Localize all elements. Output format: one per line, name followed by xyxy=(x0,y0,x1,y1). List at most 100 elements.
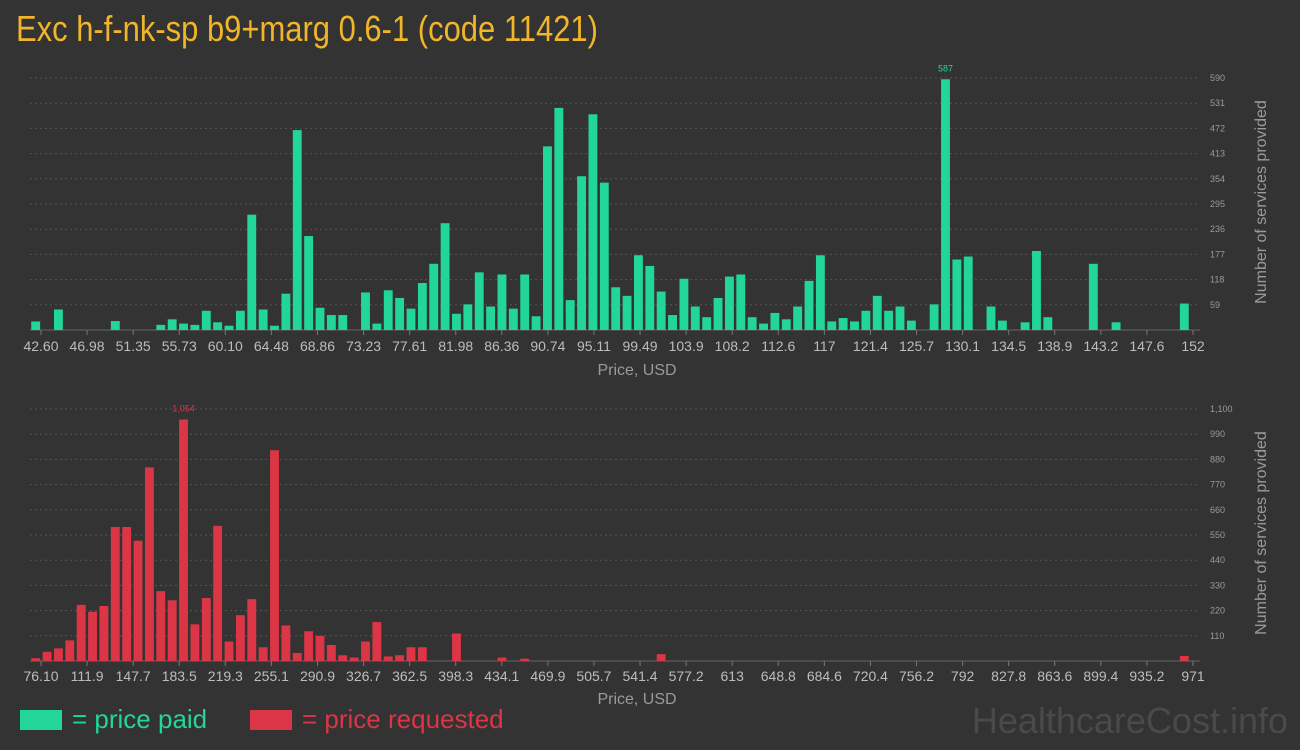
bar xyxy=(190,324,200,330)
x-tick-label: 648.8 xyxy=(761,668,796,684)
y-axis-label: Number of services provided xyxy=(1253,431,1270,635)
x-tick-label: 73.23 xyxy=(346,338,381,354)
y-tick-label: 110 xyxy=(1210,631,1224,641)
bar xyxy=(702,317,712,330)
bar xyxy=(349,657,359,661)
bar xyxy=(406,647,416,661)
y-tick-label: 880 xyxy=(1210,454,1225,464)
y-tick-label: 59 xyxy=(1210,300,1220,310)
bar xyxy=(520,658,530,661)
bar xyxy=(508,308,518,330)
bar xyxy=(88,611,97,661)
x-axis-label: Price, USD xyxy=(597,362,676,379)
bar xyxy=(1020,322,1030,330)
bar xyxy=(338,315,348,330)
bar xyxy=(941,79,950,330)
bar xyxy=(235,310,245,330)
x-tick-label: 577.2 xyxy=(669,668,704,684)
legend-label-requested: = price requested xyxy=(302,704,504,734)
watermark: HealthcareCost.info xyxy=(971,700,1288,741)
bar xyxy=(281,293,291,330)
bar xyxy=(793,306,803,330)
x-tick-label: 112.6 xyxy=(761,338,795,354)
chart-price-requested: 110 220 330 440 550 660 770 880 990 1,100 1,054 76.… xyxy=(23,404,1270,708)
x-tick-label: 971 xyxy=(1181,668,1205,684)
bar xyxy=(53,309,63,330)
bar xyxy=(122,526,132,661)
bar xyxy=(133,540,143,661)
x-tick-label: 756.2 xyxy=(899,668,934,684)
legend-label-paid: = price paid xyxy=(72,704,208,734)
bar xyxy=(31,658,41,661)
bar xyxy=(292,652,302,661)
x-tick-label: 684.6 xyxy=(807,668,842,684)
bar xyxy=(247,214,257,330)
x-tick-label: 792 xyxy=(951,668,975,684)
x-tick-label: 51.35 xyxy=(116,338,151,354)
x-tick-label: 60.10 xyxy=(208,338,243,354)
bar xyxy=(440,223,450,330)
x-tick-label: 76.10 xyxy=(23,668,58,684)
bar xyxy=(395,655,405,661)
bar xyxy=(452,313,461,330)
bar xyxy=(201,310,211,330)
y-tick-label: 220 xyxy=(1210,606,1225,616)
x-axis-label: Price, USD xyxy=(597,691,676,708)
bar xyxy=(486,306,496,330)
x-tick-label: 42.60 xyxy=(23,338,58,354)
bar xyxy=(315,635,325,661)
bar xyxy=(258,309,268,330)
bar xyxy=(724,276,734,330)
x-tick-label: 68.86 xyxy=(300,338,335,354)
bar xyxy=(554,107,564,330)
bar xyxy=(42,651,52,661)
bar xyxy=(452,633,461,661)
bar xyxy=(531,316,541,330)
bar xyxy=(429,263,439,330)
bar xyxy=(326,315,336,330)
bar xyxy=(247,599,257,661)
bar xyxy=(1111,322,1121,330)
bar xyxy=(861,310,871,330)
bar xyxy=(281,625,291,661)
x-tick-label: 505.7 xyxy=(576,668,611,684)
y-tick-label: 990 xyxy=(1210,429,1225,439)
bar xyxy=(633,255,643,330)
x-tick-label: 99.49 xyxy=(623,338,658,354)
x-tick-label: 125.7 xyxy=(899,338,934,354)
bar xyxy=(224,641,234,661)
peak-value-label: 1,054 xyxy=(172,404,195,414)
bar xyxy=(304,631,314,661)
y-tick-label: 413 xyxy=(1210,149,1225,159)
bar xyxy=(110,526,120,661)
x-tick-label: 398.3 xyxy=(438,668,473,684)
bar xyxy=(304,236,314,330)
bar xyxy=(895,306,905,330)
bar xyxy=(361,292,370,330)
x-tick-label: 183.5 xyxy=(162,668,197,684)
x-tick-label: 55.73 xyxy=(162,338,197,354)
x-tick-label: 434.1 xyxy=(484,668,519,684)
bar xyxy=(1043,317,1053,330)
bar xyxy=(690,306,700,330)
bar xyxy=(315,307,325,330)
y-tick-label: 1,100 xyxy=(1210,404,1233,414)
bar xyxy=(417,283,427,330)
bar xyxy=(497,274,507,330)
bar xyxy=(417,647,427,661)
bar xyxy=(110,321,120,330)
x-tick-label: 541.4 xyxy=(623,668,658,684)
x-tick-label: 219.3 xyxy=(208,668,243,684)
x-tick-label: 147.6 xyxy=(1129,338,1164,354)
bar xyxy=(1032,250,1041,330)
legend-price-requested: = price requested xyxy=(250,704,504,735)
x-tick-label: 720.4 xyxy=(853,668,888,684)
bar xyxy=(361,641,370,661)
legend-swatch-paid xyxy=(20,709,62,730)
bar xyxy=(713,297,723,330)
y-tick-label: 236 xyxy=(1210,224,1225,234)
x-tick-label: 147.7 xyxy=(116,668,151,684)
bar xyxy=(770,312,780,330)
bar xyxy=(577,176,587,330)
x-tick-label: 77.61 xyxy=(392,338,427,354)
